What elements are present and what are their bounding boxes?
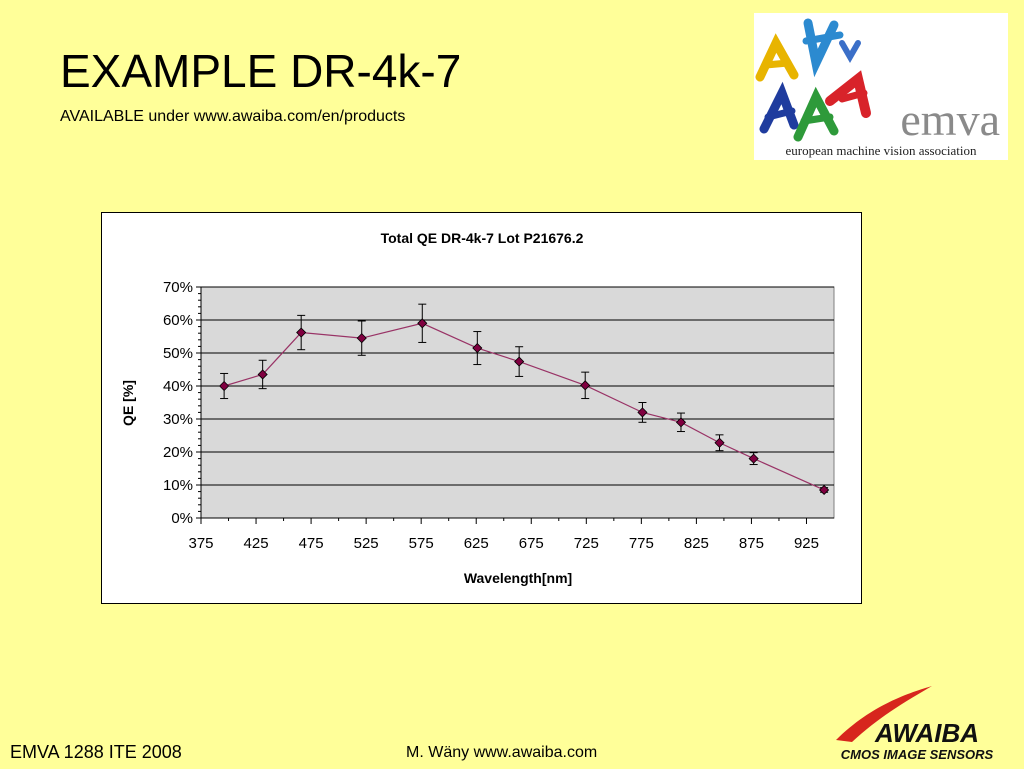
emva-logo-mark-icon [755,18,871,142]
chart-x-axis-label: Wavelength[nm] [464,570,572,586]
data-point [356,333,367,344]
x-tick-label: 825 [684,535,709,552]
data-point [714,437,725,448]
x-tick-label: 875 [739,535,764,552]
data-point [748,453,759,464]
x-tick-label: 375 [188,535,213,552]
slide-title: EXAMPLE DR-4k-7 [60,45,462,97]
x-tick-label: 475 [299,535,324,552]
qe-chart: Total QE DR-4k-7 Lot P21676.2 Wavelength… [101,212,862,604]
x-tick-label: 575 [409,535,434,552]
y-tick-label: 10% [163,477,193,494]
data-point [219,380,230,392]
data-point [580,380,591,391]
data-point [257,369,268,380]
emva-logo: emva european machine vision association [754,13,1008,160]
qe-chart-svg: Total QE DR-4k-7 Lot P21676.2 Wavelength… [120,230,835,586]
awaiba-logo-tagline: CMOS IMAGE SENSORS [841,747,994,762]
plot-area [200,286,835,519]
data-point [296,327,307,338]
data-point [514,356,525,367]
awaiba-logo: AWAIBA CMOS IMAGE SENSORS [812,684,1017,764]
x-tick-label: 525 [354,535,379,552]
y-tick-label: 30% [163,411,193,428]
x-tick-label: 675 [519,535,544,552]
data-point [417,318,428,329]
chart-y-axis-label: QE [%] [120,380,136,426]
y-tick-label: 0% [171,510,193,527]
chart-title: Total QE DR-4k-7 Lot P21676.2 [381,230,584,246]
x-tick-label: 625 [464,535,489,552]
footer-event: EMVA 1288 ITE 2008 [10,742,182,762]
data-point [637,407,648,418]
slide-subtitle: AVAILABLE under www.awaiba.com/en/produc… [60,108,406,125]
y-tick-label: 20% [163,444,193,461]
x-tick-label: 425 [244,535,269,552]
footer-author: M. Wäny www.awaiba.com [406,744,598,761]
emva-logo-word: emva [900,94,1000,145]
data-point [819,484,830,496]
emva-logo-tagline: european machine vision association [786,143,977,158]
data-point [472,342,483,354]
awaiba-logo-word: AWAIBA [874,718,979,748]
awaiba-swoosh-icon [836,686,932,742]
x-tick-label: 725 [574,535,599,552]
x-tick-label: 925 [794,535,819,552]
y-tick-label: 40% [163,378,193,395]
y-tick-label: 60% [163,312,193,329]
data-point [675,417,687,428]
x-tick-label: 775 [629,535,654,552]
y-tick-label: 70% [163,279,193,296]
y-tick-label: 50% [163,345,193,362]
